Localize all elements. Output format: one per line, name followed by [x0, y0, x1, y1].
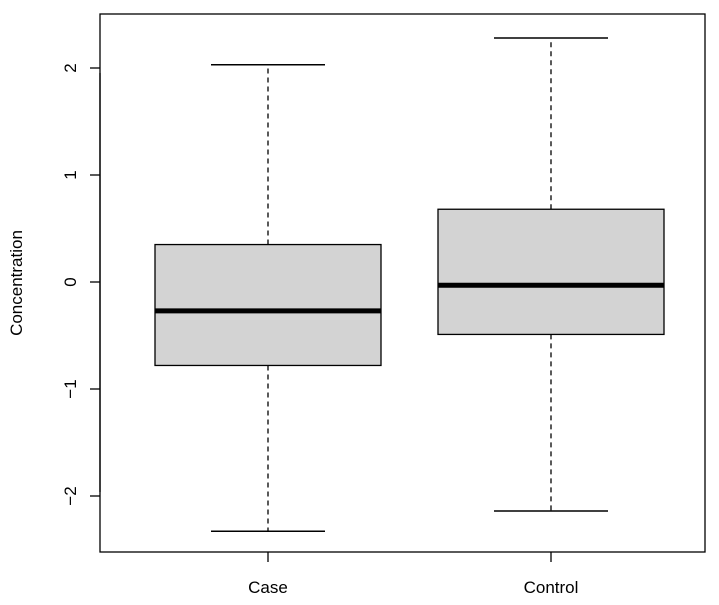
y-tick-label: 1 — [61, 170, 80, 179]
y-tick-label: 0 — [61, 277, 80, 286]
y-tick-label: −2 — [61, 486, 80, 505]
y-tick-label: 2 — [61, 63, 80, 72]
x-category-label: Case — [248, 578, 288, 597]
box-series — [154, 37, 665, 533]
y-axis-title: Concentration — [7, 230, 26, 336]
x-axis: Case Control — [248, 552, 578, 597]
y-tick-label: −1 — [61, 379, 80, 398]
x-category-label: Control — [524, 578, 579, 597]
box-case — [154, 64, 382, 533]
iqr-box — [154, 243, 382, 367]
box-control — [437, 37, 665, 512]
y-axis: −2 −1 0 1 2 — [61, 63, 101, 506]
iqr-box — [437, 208, 665, 336]
